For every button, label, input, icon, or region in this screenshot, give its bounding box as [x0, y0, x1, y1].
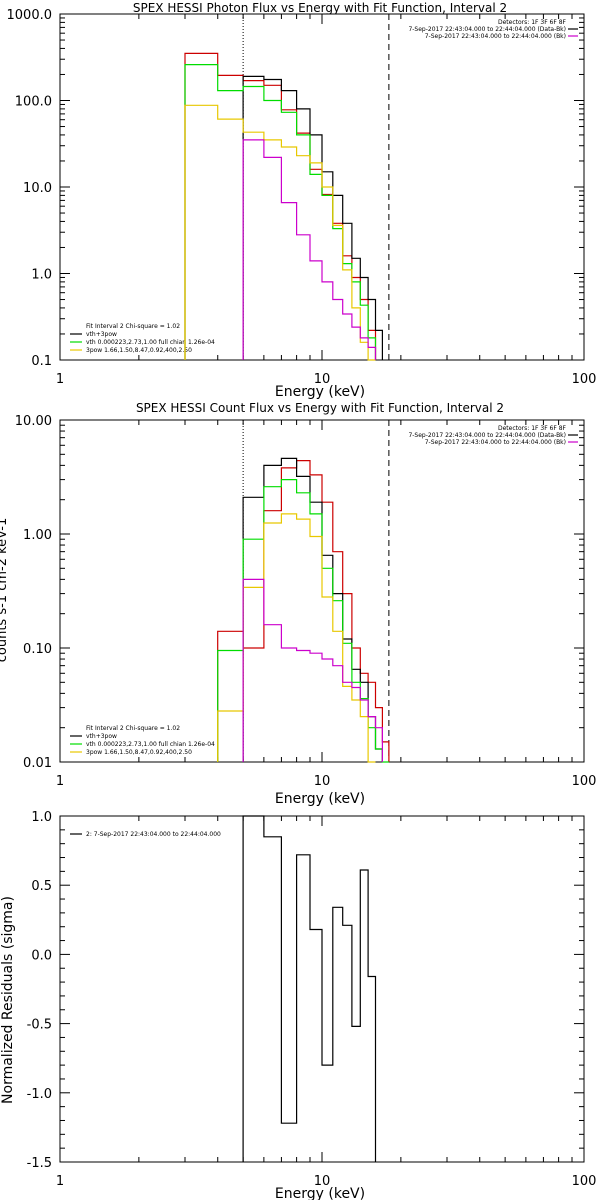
- residuals-x-tick-label: 100: [572, 1174, 597, 1189]
- residuals-legend: 2: 7-Sep-2017 22:43:04.000 to 22:44:04.0…: [70, 831, 221, 838]
- count-flux-xlabel: Energy (keV): [275, 791, 365, 807]
- photon-flux-series-total: [242, 75, 383, 360]
- photon-flux-x-tick-label: 10: [314, 372, 331, 387]
- residuals-xlabel: Energy (keV): [275, 1186, 365, 1200]
- count-flux-y-tick-label: 0.01: [23, 756, 52, 771]
- count-flux-legend-entry: 3pow 1.66,1.50,8.47,0.92,400,2.50: [86, 749, 192, 756]
- residuals-y-tick-label: 0.5: [31, 879, 52, 894]
- photon-flux-info-line: 7-Sep-2017 22:43:04.000 to 22:44:04.000 …: [408, 26, 566, 33]
- photon-flux-xlabel: Energy (keV): [275, 384, 365, 400]
- residuals-ylabel: Normalized Residuals (sigma): [0, 896, 16, 1104]
- photon-flux-x-tick-labels: 1 10 100: [56, 372, 597, 387]
- residuals-y-tick-label: 1.0: [31, 810, 52, 825]
- photon-flux-series-bk: [242, 139, 377, 360]
- count-flux-legend-entry: vth 0.000223,2.73,1.00 full chian 1.26e-…: [86, 741, 215, 748]
- count-flux-y-tick-label: 1.00: [23, 528, 52, 543]
- photon-flux-legend-entry: 3pow 1.66,1.50,8.47,0.92,400,2.50: [86, 347, 192, 354]
- residuals-y-tick-label: -0.5: [27, 1018, 52, 1033]
- residuals-panel: Energy (keV) Normalized Residuals (sigma…: [0, 810, 597, 1202]
- photon-flux-info-line: 7-Sep-2017 22:43:04.000 to 22:44:04.000 …: [425, 33, 566, 40]
- photon-flux-x-tick-label: 100: [572, 372, 597, 387]
- photon-flux-x-tick-label: 1: [56, 372, 64, 387]
- photon-flux-y-tick-label: 100.0: [15, 95, 52, 110]
- photon-flux-panel: SPEX HESSI Photon Flux vs Energy with Fi…: [7, 1, 597, 400]
- residuals-x-tick-label: 10: [314, 1174, 331, 1189]
- count-flux-y-tick-labels: 0.01 0.10 1.00 10.00: [15, 414, 52, 771]
- photon-flux-info-box: Detectors: 1F 3F 6F 8F 7-Sep-2017 22:43:…: [408, 19, 578, 40]
- photon-flux-y-tick-label: 1000.0: [7, 8, 53, 23]
- photon-flux-y-tick-labels: 0.1 1.0 10.0 100.0 1000.0: [7, 8, 53, 369]
- count-flux-series-bk: [242, 578, 383, 762]
- residuals-x-tick-label: 1: [56, 1174, 64, 1189]
- count-flux-legend-entry: Fit Interval 2 Chi-square = 1.02: [86, 725, 180, 732]
- photon-flux-legend-entry: Fit Interval 2 Chi-square = 1.02: [86, 323, 180, 330]
- photon-flux-y-tick-label: 1.0: [31, 268, 52, 283]
- count-flux-legend-entry: vth+3pow: [86, 733, 117, 740]
- photon-flux-y-tick-label: 0.1: [31, 354, 52, 369]
- residuals-y-tick-label: -1.5: [27, 1156, 52, 1171]
- residuals-legend-entry: 2: 7-Sep-2017 22:43:04.000 to 22:44:04.0…: [86, 831, 221, 838]
- count-flux-panel: SPEX HESSI Count Flux vs Energy with Fit…: [0, 401, 596, 807]
- photon-flux-legend-entry: vth 0.000223,2.73,1.00 full chian 1.26e-…: [86, 339, 215, 346]
- count-flux-x-tick-label: 100: [572, 774, 597, 789]
- count-flux-y-tick-label: 0.10: [23, 642, 52, 657]
- count-flux-info-line: 7-Sep-2017 22:43:04.000 to 22:44:04.000 …: [408, 432, 566, 439]
- photon-flux-legend: Fit Interval 2 Chi-square = 1.02 vth+3po…: [70, 323, 215, 354]
- residuals-y-tick-label: -1.0: [27, 1087, 52, 1102]
- count-flux-x-tick-label: 1: [56, 774, 64, 789]
- photon-flux-title: SPEX HESSI Photon Flux vs Energy with Fi…: [133, 1, 507, 15]
- count-flux-series-vth: [217, 479, 389, 763]
- count-flux-info-box: Detectors: 1F 3F 6F 8F 7-Sep-2017 22:43:…: [408, 425, 578, 446]
- photon-flux-y-tick-label: 10.0: [23, 181, 52, 196]
- residuals-series-resid: [242, 815, 377, 1162]
- count-flux-info-line: Detectors: 1F 3F 6F 8F: [498, 425, 567, 432]
- count-flux-info-line: 7-Sep-2017 22:43:04.000 to 22:44:04.000 …: [425, 439, 566, 446]
- residuals-y-tick-label: 0.0: [31, 948, 52, 963]
- photon-flux-series-pow: [184, 104, 376, 361]
- photon-flux-legend-entry: vth+3pow: [86, 331, 117, 338]
- photon-flux-info-line: Detectors: 1F 3F 6F 8F: [498, 19, 567, 26]
- count-flux-x-tick-label: 10: [314, 774, 331, 789]
- residuals-y-tick-labels: -1.5 -1.0 -0.5 0.0 0.5 1.0: [27, 810, 52, 1171]
- count-flux-title: SPEX HESSI Count Flux vs Energy with Fit…: [136, 401, 504, 415]
- count-flux-x-tick-labels: 1 10 100: [56, 774, 597, 789]
- photon-flux-series-vth: [184, 63, 377, 360]
- count-flux-ylabel: counts s-1 cm-2 keV-1: [0, 518, 10, 663]
- residuals-x-tick-labels: 1 10 100: [56, 1174, 597, 1189]
- count-flux-legend: Fit Interval 2 Chi-square = 1.02 vth+3po…: [70, 725, 215, 756]
- count-flux-y-tick-label: 10.00: [15, 414, 52, 429]
